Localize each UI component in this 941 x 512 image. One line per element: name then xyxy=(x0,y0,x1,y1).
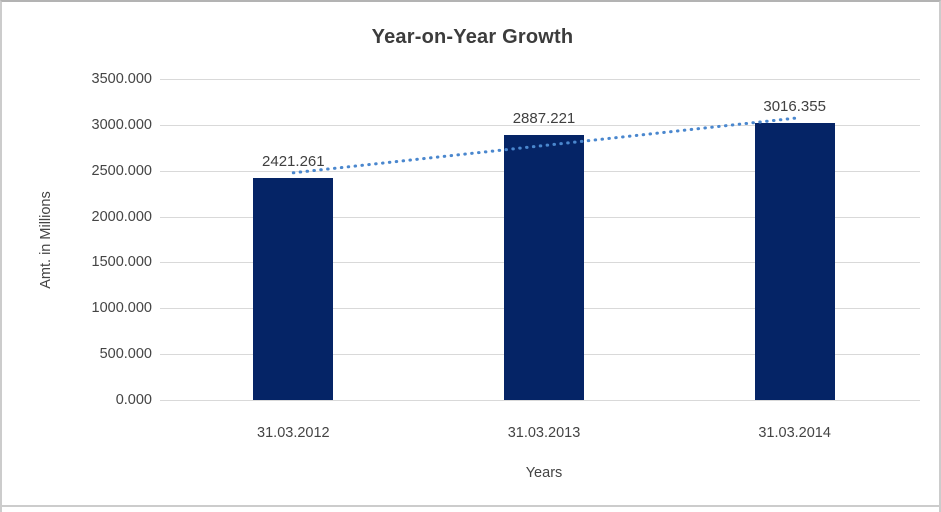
bar-data-label: 2421.261 xyxy=(262,152,325,170)
x-tick-label: 31.03.2012 xyxy=(257,425,330,441)
y-tick-label: 0.000 xyxy=(115,392,152,408)
bar-data-label: 3016.355 xyxy=(763,98,826,116)
y-tick-label: 3000.000 xyxy=(91,116,152,133)
y-tick-label: 3500.000 xyxy=(91,71,152,87)
gridline xyxy=(160,124,920,126)
y-axis-title-label: Amt. in Millions xyxy=(38,190,54,289)
x-axis-title: Years xyxy=(525,465,563,481)
gridline xyxy=(160,400,920,401)
trendline-layer xyxy=(291,116,797,175)
bar-data-label: 2887.221 xyxy=(512,110,576,128)
trendline[interactable] xyxy=(291,116,797,175)
bar-31.03.2012[interactable] xyxy=(253,177,334,400)
y-tick-label: 500.000 xyxy=(99,346,152,363)
x-tick-label: 31.03.2013 xyxy=(507,425,581,441)
chart-title: Year-on-Year Growth xyxy=(371,26,574,48)
plot-area: 2421.261 2887.221 3016.355 xyxy=(160,79,920,401)
chart-frame-border xyxy=(2,505,939,507)
y-tick-label: 1000.000 xyxy=(91,300,152,317)
x-tick-label: 31.03.2014 xyxy=(758,425,831,441)
bar-31.03.2013[interactable] xyxy=(504,135,584,400)
gridline xyxy=(160,79,920,80)
bar-31.03.2014[interactable] xyxy=(754,123,835,400)
y-tick-label: 1500.000 xyxy=(91,254,152,271)
y-tick-label: 2500.000 xyxy=(91,162,152,179)
y-tick-label: 2000.000 xyxy=(91,208,152,225)
